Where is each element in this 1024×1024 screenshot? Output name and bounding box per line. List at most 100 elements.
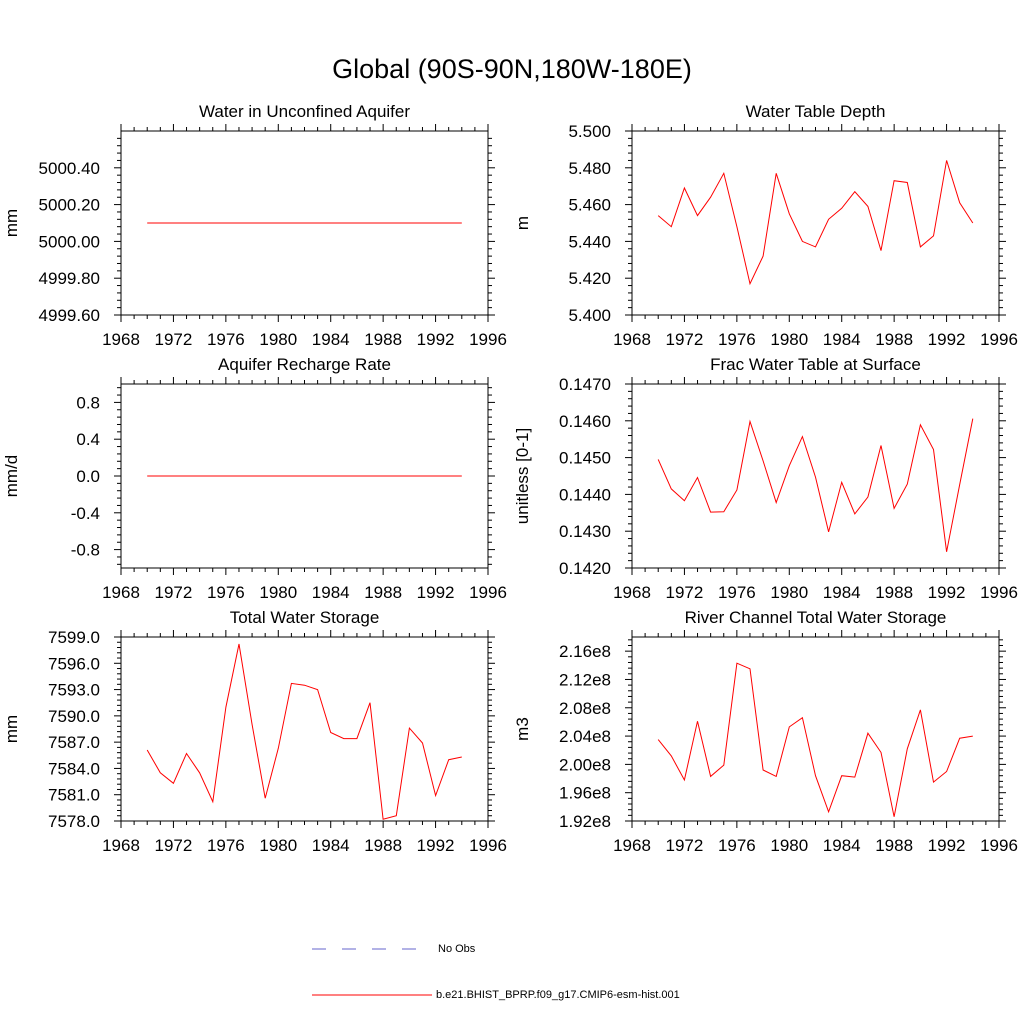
x-tick-label: 1976: [207, 583, 245, 602]
y-tick-label: 0.1460: [559, 412, 611, 431]
panel-1: Water in Unconfined Aquifer mm 1968 1972 197…: [2, 102, 507, 349]
x-tick-label: 1992: [928, 330, 966, 349]
x-tick-label: 1992: [928, 583, 966, 602]
x-tick-label: 1976: [718, 583, 756, 602]
x-tick-label: 1988: [364, 330, 402, 349]
x-tick-label: 1988: [875, 330, 913, 349]
plot-frame: [120, 636, 489, 822]
panel-4: Frac Water Table at Surface unitless [0-1…: [513, 355, 1018, 602]
legend-swatch-model: [312, 994, 432, 996]
y-tick-label: 0.1470: [559, 375, 611, 394]
x-tick-label: 1988: [364, 583, 402, 602]
x-tick-label: 1968: [102, 583, 140, 602]
y-tick-label: 5.500: [568, 122, 611, 141]
y-tick-label: 5000.00: [39, 232, 100, 251]
panel-title: River Channel Total Water Storage: [685, 608, 947, 627]
y-tick-label: 5.440: [568, 232, 611, 251]
y-axis-label: mm: [2, 209, 21, 237]
y-tick-label: 2.08e8: [559, 699, 611, 718]
x-tick-label: 1984: [312, 836, 350, 855]
plot-frame: [631, 130, 1000, 316]
x-tick-label: 1992: [928, 836, 966, 855]
panel-2: Water Table Depth m 1968 1972 1976 1980 1984 19…: [513, 102, 1018, 349]
x-tick-label: 1992: [417, 330, 455, 349]
y-tick-label: 0.4: [76, 430, 100, 449]
y-tick-label: -0.4: [71, 504, 100, 523]
series-line: [657, 160, 974, 286]
x-tick-label: 1972: [666, 330, 704, 349]
y-tick-label: 2.16e8: [559, 642, 611, 661]
y-tick-label: 4999.60: [39, 306, 100, 325]
y-tick-label: 7587.0: [48, 733, 100, 752]
y-tick-label: 2.12e8: [559, 670, 611, 689]
x-tick-label: 1980: [259, 836, 297, 855]
legend-label-no-obs: No Obs: [438, 943, 476, 955]
x-tick-label: 1968: [102, 330, 140, 349]
y-tick-label: 7593.0: [48, 681, 100, 700]
x-tick-label: 1996: [980, 330, 1018, 349]
y-tick-label: 7596.0: [48, 654, 100, 673]
x-tick-label: 1984: [823, 583, 861, 602]
x-tick-label: 1968: [613, 583, 651, 602]
x-tick-label: 1980: [259, 330, 297, 349]
y-tick-label: 5000.40: [39, 159, 100, 178]
x-tick-label: 1984: [312, 583, 350, 602]
x-tick-label: 1976: [718, 330, 756, 349]
y-tick-label: 0.1420: [559, 559, 611, 578]
y-tick-label: 5.420: [568, 269, 611, 288]
panel-6: River Channel Total Water Storage m3 1968 1…: [513, 608, 1018, 855]
x-tick-label: 1992: [417, 836, 455, 855]
y-tick-label: 7590.0: [48, 707, 100, 726]
legend-swatch-no-obs: [312, 948, 420, 950]
y-tick-label: 0.1430: [559, 522, 611, 541]
series-line: [657, 662, 973, 817]
y-axis-label: mm: [2, 715, 21, 743]
x-tick-label: 1972: [155, 836, 193, 855]
x-tick-label: 1972: [666, 583, 704, 602]
panel-title: Frac Water Table at Surface: [710, 355, 921, 374]
x-tick-label: 1996: [980, 836, 1018, 855]
panel-3: Aquifer Recharge Rate mm/d 1968 1972 1976 198…: [2, 355, 507, 602]
series-line: [657, 418, 974, 552]
x-tick-label: 1996: [980, 583, 1018, 602]
x-tick-label: 1996: [469, 836, 507, 855]
x-tick-label: 1984: [823, 836, 861, 855]
x-tick-label: 1996: [469, 583, 507, 602]
y-tick-label: 0.0: [76, 467, 100, 486]
y-axis-label: unitless [0-1]: [513, 428, 532, 524]
x-tick-label: 1972: [155, 583, 193, 602]
y-tick-label: 5.480: [568, 159, 611, 178]
x-tick-label: 1980: [259, 583, 297, 602]
y-axis-label: m: [513, 216, 532, 230]
x-tick-label: 1988: [364, 836, 402, 855]
x-tick-label: 1980: [770, 583, 808, 602]
x-tick-label: 1972: [666, 836, 704, 855]
x-tick-label: 1972: [155, 330, 193, 349]
legend-label-model: b.e21.BHIST_BPRP.f09_g17.CMIP6-esm-hist.…: [436, 989, 680, 1001]
panel-5: Total Water Storage mm 1968 1972 1976 1980 198…: [2, 608, 507, 855]
x-tick-label: 1976: [207, 836, 245, 855]
y-axis-label: m3: [513, 717, 532, 741]
y-tick-label: 5000.20: [39, 196, 100, 215]
x-tick-label: 1988: [875, 836, 913, 855]
y-axis-label: mm/d: [2, 455, 21, 498]
y-tick-label: 0.1450: [559, 449, 611, 468]
panel-title: Total Water Storage: [230, 608, 380, 627]
x-tick-label: 1984: [312, 330, 350, 349]
x-tick-label: 1992: [417, 583, 455, 602]
y-tick-label: 2.04e8: [559, 727, 611, 746]
series-line: [146, 643, 462, 820]
panel-title: Aquifer Recharge Rate: [218, 355, 391, 374]
y-tick-label: 0.8: [76, 393, 100, 412]
x-tick-label: 1968: [613, 836, 651, 855]
y-tick-label: 5.400: [568, 306, 611, 325]
panel-title: Water Table Depth: [746, 102, 886, 121]
y-tick-label: 2.00e8: [559, 755, 611, 774]
y-tick-label: 7584.0: [48, 759, 100, 778]
y-tick-label: 4999.80: [39, 269, 100, 288]
y-tick-label: 1.96e8: [559, 784, 611, 803]
x-tick-label: 1984: [823, 330, 861, 349]
x-tick-label: 1980: [770, 330, 808, 349]
y-tick-label: 7599.0: [48, 628, 100, 647]
